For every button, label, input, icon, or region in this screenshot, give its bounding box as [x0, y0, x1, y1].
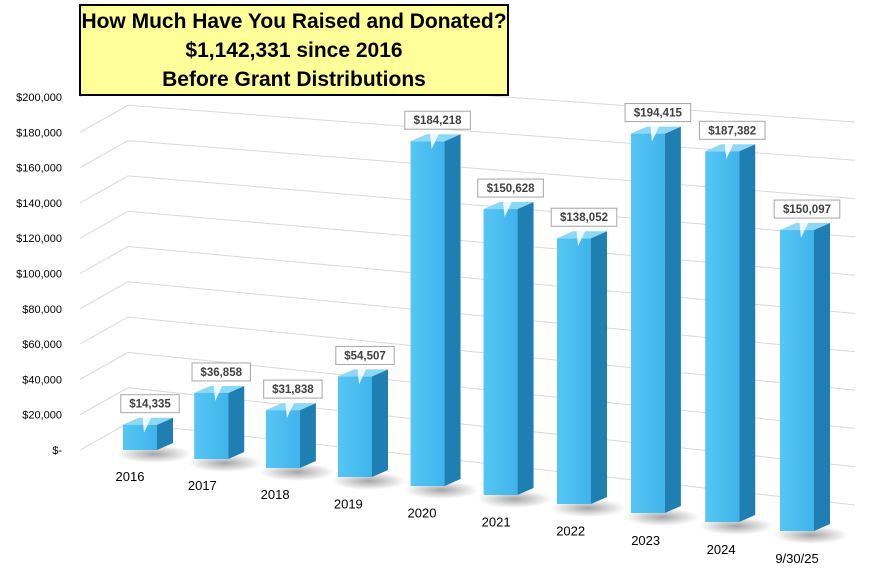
- gridline: [79, 387, 856, 468]
- bar-2024: [705, 144, 756, 522]
- data-label-9/30/25: $150,097: [773, 199, 841, 239]
- bar-side: [591, 231, 607, 505]
- x-tick-label: 2020: [408, 505, 437, 520]
- y-tick-label: $120,000: [16, 233, 62, 245]
- bar-front: [410, 141, 445, 486]
- gridline: [79, 104, 856, 161]
- data-label-2016: $14,335: [120, 394, 180, 433]
- bar-front: [557, 238, 591, 505]
- data-label-2024: $187,382: [698, 120, 766, 160]
- data-label-2021: $150,628: [477, 178, 544, 218]
- gridline: [79, 245, 856, 314]
- bar-2017: [194, 385, 245, 459]
- svg-text:$54,507: $54,507: [344, 350, 386, 362]
- svg-text:$150,097: $150,097: [783, 204, 831, 216]
- y-tick-label: $100,000: [16, 269, 62, 281]
- svg-text:$194,415: $194,415: [634, 108, 683, 120]
- x-tick-label: 2021: [482, 515, 511, 530]
- chart-title: How Much Have You Raised and Donated? $1…: [79, 4, 509, 96]
- y-tick-label: $20,000: [22, 410, 62, 422]
- title-line-1: How Much Have You Raised and Donated?: [81, 9, 507, 33]
- y-tick-label: $-: [52, 445, 62, 457]
- svg-text:$187,382: $187,382: [708, 125, 756, 137]
- x-tick-label: 2017: [188, 478, 217, 493]
- bar-side: [517, 202, 534, 495]
- svg-text:$184,218: $184,218: [414, 115, 463, 127]
- data-label-2023: $194,415: [624, 103, 692, 142]
- bar-2018: [265, 403, 316, 468]
- x-axis-ticks: 2016 2017 2018 2019 2020 2021 2022 2023 2024 9/30…: [116, 469, 819, 566]
- bar-9/30/25: [780, 223, 830, 531]
- bar-side: [664, 126, 681, 514]
- data-label-2018: $31,838: [263, 379, 323, 419]
- y-tick-label: $200,000: [16, 92, 62, 104]
- svg-text:$150,628: $150,628: [487, 183, 536, 195]
- data-label-2022: $138,052: [550, 207, 618, 247]
- bar-front: [265, 410, 300, 468]
- y-axis-ticks: $- $20,000 $40,000 $60,000 $80,000 $100,000 $1…: [16, 92, 62, 457]
- svg-text:$36,858: $36,858: [200, 367, 242, 379]
- y-tick-label: $160,000: [16, 163, 62, 175]
- gridline: [79, 210, 856, 276]
- title-line-3: Before Grant Distributions: [162, 67, 426, 91]
- bar-front: [194, 392, 229, 459]
- bar-2021: [483, 202, 534, 495]
- data-label-2017: $36,858: [191, 362, 251, 401]
- gridline: [79, 140, 856, 200]
- svg-text:$14,335: $14,335: [129, 399, 171, 411]
- y-tick-label: $60,000: [22, 339, 62, 351]
- gridline: [79, 281, 856, 353]
- svg-text:$138,052: $138,052: [560, 212, 608, 224]
- bars: [123, 126, 830, 531]
- gridline: [79, 351, 856, 429]
- bar-side: [228, 385, 245, 459]
- bar-front: [483, 209, 518, 495]
- bar-2023: [630, 126, 681, 514]
- bar-side: [299, 403, 316, 468]
- x-tick-label: 2024: [707, 542, 736, 557]
- gridline: [79, 316, 856, 391]
- x-tick-label: 9/30/25: [775, 551, 818, 566]
- bar-side: [739, 144, 756, 522]
- data-labels: $14,335 $36,858 $31,838 $54,507 $184,218 $150…: [120, 103, 841, 433]
- bar-side: [444, 134, 461, 486]
- x-tick-label: 2018: [261, 487, 290, 502]
- bar-2020: [410, 134, 461, 486]
- bar-front: [630, 133, 665, 514]
- title-line-2: $1,142,331 since 2016: [185, 38, 403, 62]
- bar-front: [705, 151, 740, 522]
- x-tick-label: 2019: [334, 496, 363, 511]
- x-tick-label: 2016: [116, 469, 145, 484]
- svg-text:$31,838: $31,838: [272, 384, 314, 396]
- bar-2019: [338, 369, 388, 477]
- y-tick-label: $180,000: [16, 127, 62, 139]
- bar-front: [123, 424, 157, 450]
- y-tick-label: $40,000: [22, 374, 62, 386]
- bar-side: [157, 417, 173, 450]
- bar-front: [338, 376, 372, 477]
- bar-side: [814, 223, 830, 531]
- y-tick-label: $80,000: [22, 304, 62, 316]
- x-tick-label: 2022: [556, 524, 585, 539]
- bar-side: [372, 369, 388, 477]
- x-tick-label: 2023: [631, 533, 660, 548]
- bar-2022: [557, 231, 607, 505]
- data-label-2020: $184,218: [404, 110, 471, 150]
- bar-front: [780, 230, 814, 531]
- data-label-2019: $54,507: [335, 345, 395, 385]
- y-tick-label: $140,000: [16, 198, 62, 210]
